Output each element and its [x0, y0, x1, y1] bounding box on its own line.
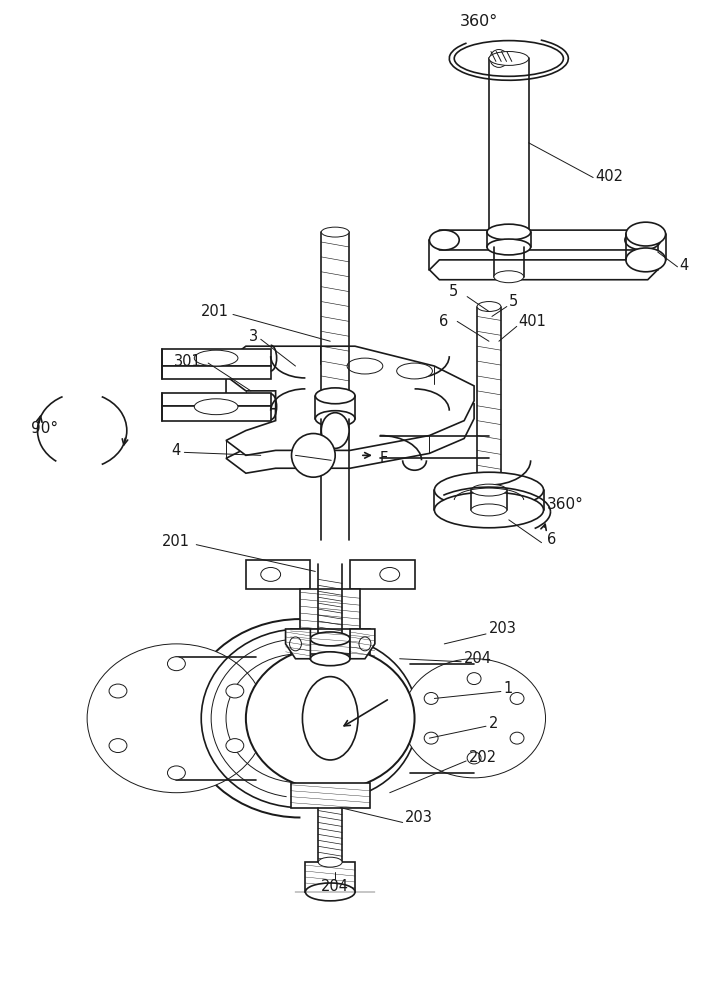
Ellipse shape — [510, 732, 524, 744]
Ellipse shape — [510, 692, 524, 704]
Polygon shape — [430, 260, 658, 280]
Ellipse shape — [109, 739, 127, 753]
Text: 360°: 360° — [546, 497, 583, 512]
Ellipse shape — [310, 632, 350, 646]
Polygon shape — [246, 560, 310, 589]
Ellipse shape — [321, 227, 349, 237]
Ellipse shape — [397, 363, 433, 379]
Ellipse shape — [167, 657, 185, 671]
Text: 6: 6 — [439, 314, 448, 329]
Ellipse shape — [305, 883, 355, 901]
Ellipse shape — [435, 472, 543, 508]
Ellipse shape — [424, 732, 438, 744]
Text: 3: 3 — [249, 329, 258, 344]
Ellipse shape — [226, 739, 244, 753]
Text: 402: 402 — [595, 169, 623, 184]
Text: 360°: 360° — [460, 14, 498, 29]
Ellipse shape — [102, 657, 251, 780]
Ellipse shape — [487, 239, 531, 255]
Ellipse shape — [261, 567, 280, 581]
Ellipse shape — [435, 492, 543, 528]
Ellipse shape — [477, 302, 501, 311]
Ellipse shape — [315, 388, 355, 404]
Polygon shape — [350, 560, 415, 589]
Polygon shape — [162, 406, 271, 421]
Polygon shape — [162, 349, 271, 366]
Text: 1: 1 — [504, 681, 513, 696]
Ellipse shape — [194, 350, 238, 366]
Polygon shape — [290, 629, 370, 654]
Ellipse shape — [625, 230, 661, 250]
Ellipse shape — [302, 677, 358, 760]
Text: 204: 204 — [464, 651, 492, 666]
Text: 301: 301 — [174, 354, 202, 369]
Ellipse shape — [194, 399, 238, 415]
Text: 4: 4 — [679, 258, 689, 273]
Polygon shape — [300, 589, 360, 639]
Text: 6: 6 — [546, 532, 556, 547]
Ellipse shape — [494, 271, 523, 283]
Ellipse shape — [490, 50, 508, 67]
Polygon shape — [350, 629, 375, 659]
Text: 90°: 90° — [31, 421, 58, 436]
Text: 5: 5 — [449, 284, 458, 299]
Ellipse shape — [626, 248, 666, 272]
Ellipse shape — [87, 644, 266, 793]
Ellipse shape — [109, 684, 127, 698]
Ellipse shape — [626, 222, 666, 246]
Ellipse shape — [403, 659, 546, 778]
Ellipse shape — [487, 224, 531, 240]
Text: 204: 204 — [321, 879, 349, 894]
Ellipse shape — [226, 684, 244, 698]
Polygon shape — [430, 230, 658, 250]
Ellipse shape — [292, 434, 335, 477]
Ellipse shape — [489, 52, 528, 65]
Ellipse shape — [467, 673, 481, 685]
Ellipse shape — [471, 484, 507, 496]
Ellipse shape — [246, 647, 415, 790]
Polygon shape — [290, 783, 370, 808]
Polygon shape — [226, 346, 474, 455]
Ellipse shape — [380, 567, 400, 581]
Ellipse shape — [315, 411, 355, 427]
Ellipse shape — [471, 504, 507, 516]
Ellipse shape — [424, 692, 438, 704]
Text: 401: 401 — [519, 314, 546, 329]
Polygon shape — [285, 629, 310, 659]
Text: F: F — [380, 451, 388, 466]
Ellipse shape — [321, 413, 349, 448]
Text: 203: 203 — [405, 810, 433, 825]
Ellipse shape — [454, 41, 563, 76]
Text: 203: 203 — [489, 621, 517, 636]
Text: 202: 202 — [469, 750, 497, 765]
Text: 4: 4 — [172, 443, 181, 458]
Polygon shape — [162, 366, 271, 379]
Polygon shape — [305, 862, 355, 892]
Ellipse shape — [359, 637, 371, 651]
Ellipse shape — [347, 358, 383, 374]
Ellipse shape — [310, 652, 350, 666]
Polygon shape — [226, 364, 474, 473]
Text: 2: 2 — [489, 716, 498, 731]
Ellipse shape — [290, 637, 302, 651]
Text: 201: 201 — [201, 304, 230, 319]
Ellipse shape — [467, 752, 481, 764]
Ellipse shape — [417, 671, 532, 766]
Polygon shape — [162, 393, 271, 406]
Ellipse shape — [167, 766, 185, 780]
Text: 5: 5 — [509, 294, 518, 309]
Text: 201: 201 — [162, 534, 189, 549]
Ellipse shape — [430, 230, 459, 250]
Ellipse shape — [318, 857, 342, 867]
